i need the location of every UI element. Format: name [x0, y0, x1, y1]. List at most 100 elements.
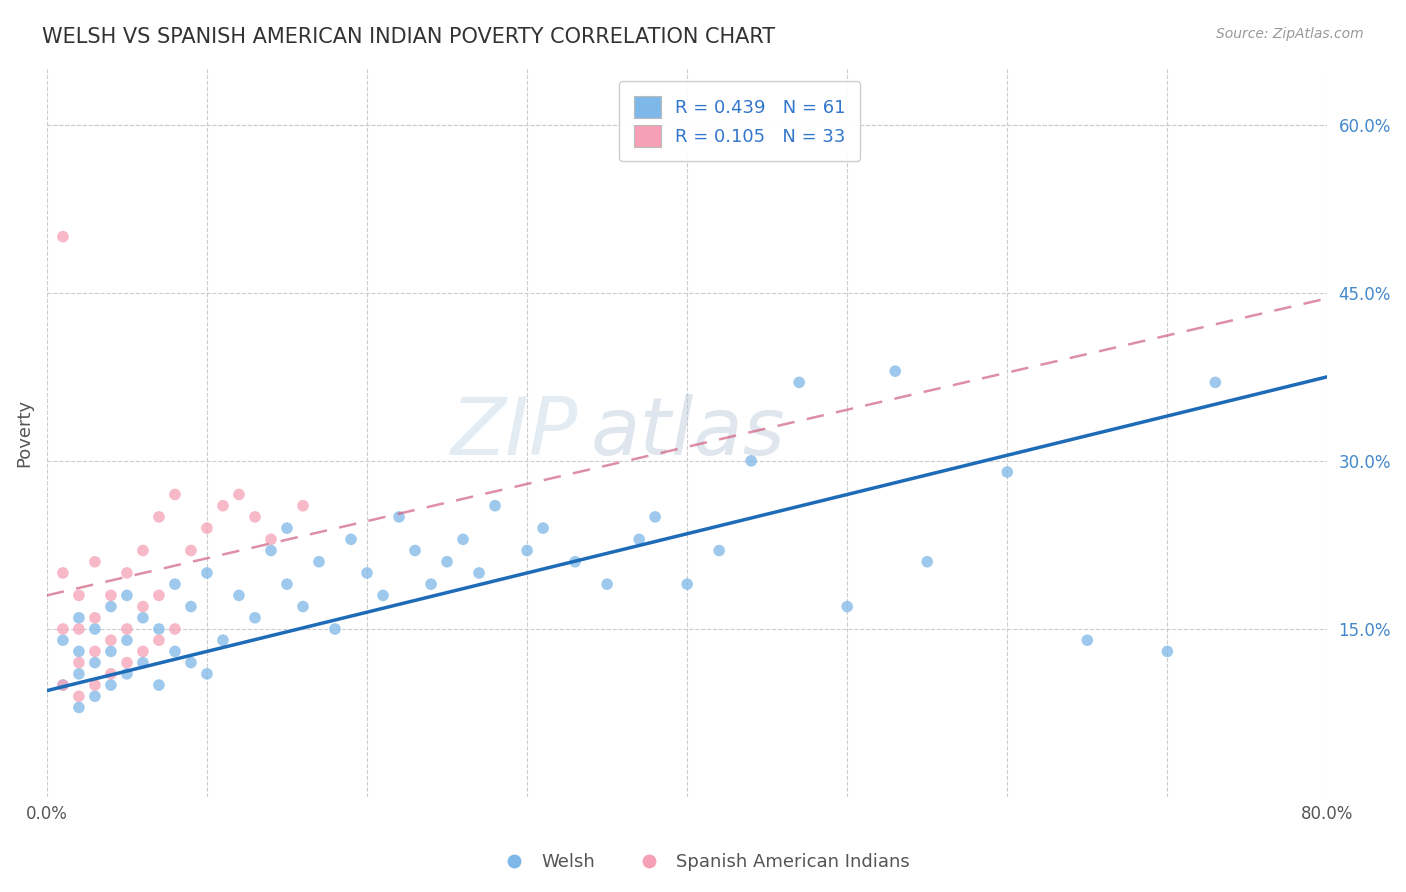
- Point: [67, 611, 90, 625]
- Point: [67, 700, 90, 714]
- Point: [84, 656, 107, 670]
- Point: [100, 644, 122, 658]
- Point: [420, 577, 443, 591]
- Point: [644, 509, 666, 524]
- Point: [67, 644, 90, 658]
- Text: atlas: atlas: [591, 394, 786, 472]
- Point: [52, 678, 75, 692]
- Point: [995, 465, 1018, 479]
- Point: [84, 611, 107, 625]
- Point: [163, 487, 186, 501]
- Point: [596, 577, 619, 591]
- Point: [484, 499, 506, 513]
- Point: [884, 364, 907, 378]
- Y-axis label: Poverty: Poverty: [15, 399, 32, 467]
- Legend: Welsh, Spanish American Indians: Welsh, Spanish American Indians: [489, 847, 917, 879]
- Point: [276, 521, 298, 535]
- Point: [100, 588, 122, 602]
- Point: [84, 690, 107, 704]
- Point: [180, 543, 202, 558]
- Point: [148, 622, 170, 636]
- Point: [100, 678, 122, 692]
- Point: [67, 690, 90, 704]
- Point: [1156, 644, 1178, 658]
- Point: [148, 678, 170, 692]
- Point: [787, 376, 810, 390]
- Point: [67, 666, 90, 681]
- Point: [436, 555, 458, 569]
- Point: [52, 622, 75, 636]
- Point: [516, 543, 538, 558]
- Point: [260, 543, 283, 558]
- Point: [228, 487, 250, 501]
- Text: Source: ZipAtlas.com: Source: ZipAtlas.com: [1216, 27, 1364, 41]
- Point: [132, 644, 155, 658]
- Point: [52, 229, 75, 244]
- Point: [163, 622, 186, 636]
- Point: [132, 543, 155, 558]
- Point: [163, 577, 186, 591]
- Point: [67, 656, 90, 670]
- Point: [291, 599, 314, 614]
- Point: [1204, 376, 1226, 390]
- Point: [132, 599, 155, 614]
- Point: [52, 678, 75, 692]
- Point: [212, 633, 235, 648]
- Point: [67, 622, 90, 636]
- Point: [84, 555, 107, 569]
- Point: [115, 666, 138, 681]
- Point: [837, 599, 859, 614]
- Point: [340, 533, 363, 547]
- Point: [84, 644, 107, 658]
- Point: [163, 644, 186, 658]
- Point: [132, 611, 155, 625]
- Point: [404, 543, 426, 558]
- Text: ZIP: ZIP: [451, 394, 578, 472]
- Point: [67, 588, 90, 602]
- Point: [148, 633, 170, 648]
- Point: [132, 656, 155, 670]
- Point: [291, 499, 314, 513]
- Point: [115, 656, 138, 670]
- Point: [180, 599, 202, 614]
- Point: [100, 633, 122, 648]
- Point: [243, 509, 266, 524]
- Point: [115, 633, 138, 648]
- Point: [564, 555, 586, 569]
- Point: [356, 566, 378, 580]
- Point: [371, 588, 394, 602]
- Point: [100, 666, 122, 681]
- Point: [628, 533, 651, 547]
- Point: [115, 622, 138, 636]
- Point: [84, 622, 107, 636]
- Point: [100, 599, 122, 614]
- Point: [212, 499, 235, 513]
- Point: [228, 588, 250, 602]
- Point: [195, 666, 218, 681]
- Legend: R = 0.439   N = 61, R = 0.105   N = 33: R = 0.439 N = 61, R = 0.105 N = 33: [619, 81, 860, 161]
- Point: [52, 633, 75, 648]
- Point: [84, 678, 107, 692]
- Point: [676, 577, 699, 591]
- Point: [260, 533, 283, 547]
- Point: [468, 566, 491, 580]
- Point: [148, 509, 170, 524]
- Point: [195, 566, 218, 580]
- Point: [308, 555, 330, 569]
- Point: [531, 521, 554, 535]
- Point: [1076, 633, 1098, 648]
- Point: [115, 566, 138, 580]
- Point: [740, 454, 762, 468]
- Point: [115, 588, 138, 602]
- Point: [148, 588, 170, 602]
- Point: [388, 509, 411, 524]
- Point: [451, 533, 474, 547]
- Point: [52, 566, 75, 580]
- Point: [243, 611, 266, 625]
- Point: [915, 555, 938, 569]
- Point: [180, 656, 202, 670]
- Text: WELSH VS SPANISH AMERICAN INDIAN POVERTY CORRELATION CHART: WELSH VS SPANISH AMERICAN INDIAN POVERTY…: [42, 27, 775, 46]
- Point: [276, 577, 298, 591]
- Point: [195, 521, 218, 535]
- Point: [323, 622, 346, 636]
